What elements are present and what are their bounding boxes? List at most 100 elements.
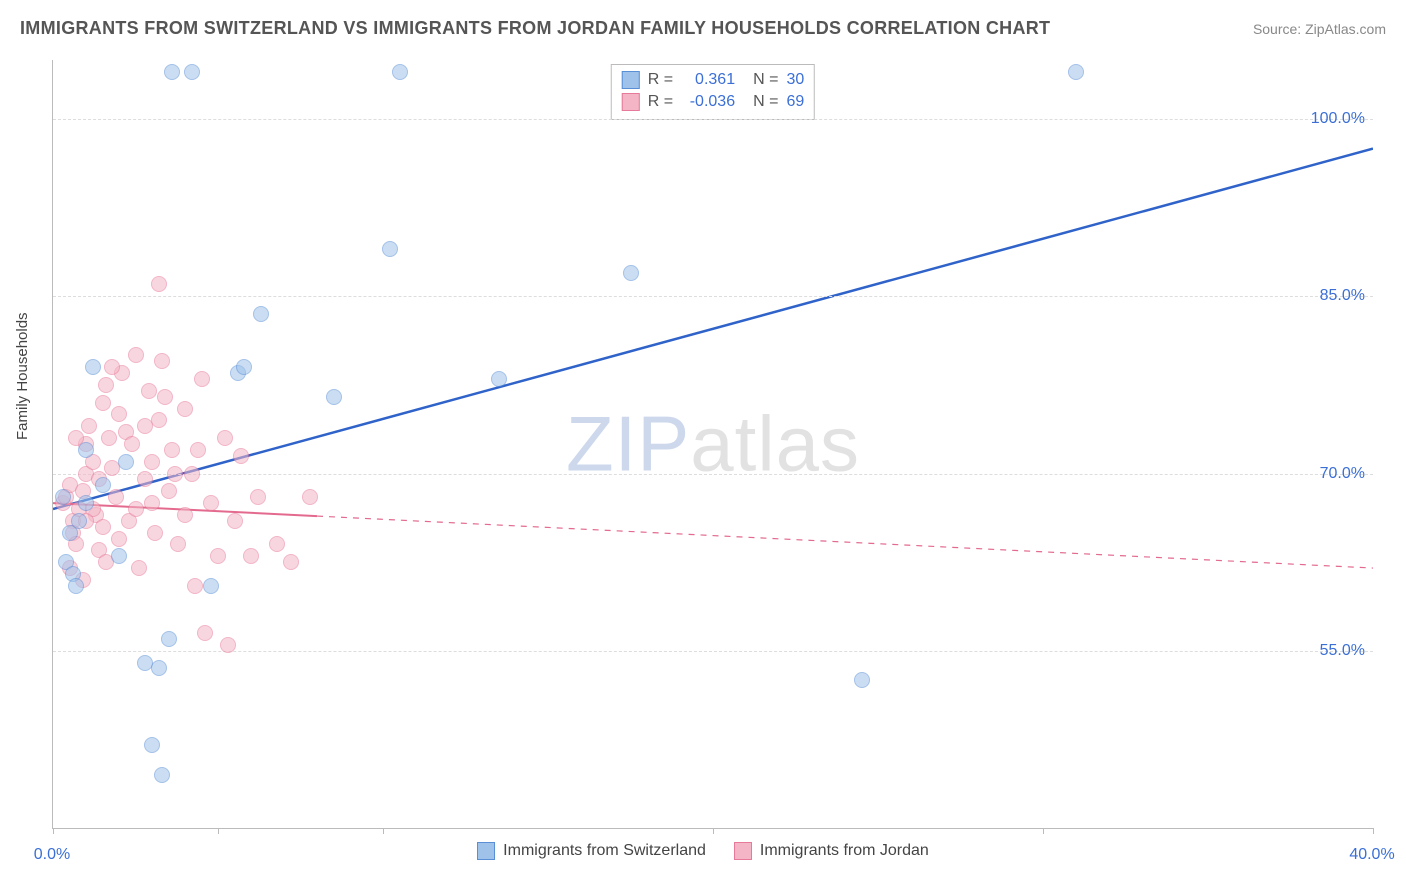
scatter-point-jordan [128,347,144,363]
scatter-point-jordan [124,436,140,452]
scatter-point-jordan [243,548,259,564]
scatter-point-jordan [147,525,163,541]
legend-swatch [734,842,752,860]
scatter-point-jordan [220,637,236,653]
scatter-point-jordan [170,536,186,552]
chart-plot-area: ZIPatlas R =0.361N =30R =-0.036N =69 55.… [52,60,1373,829]
scatter-point-switzerland [491,371,507,387]
legend-swatch [622,93,640,111]
scatter-point-jordan [190,442,206,458]
legend-n-value: 30 [786,69,804,91]
scatter-point-jordan [144,454,160,470]
scatter-point-jordan [187,578,203,594]
scatter-point-switzerland [95,477,111,493]
scatter-point-jordan [203,495,219,511]
correlation-legend: R =0.361N =30R =-0.036N =69 [611,64,815,120]
series-legend-label: Immigrants from Jordan [760,842,929,860]
scatter-point-jordan [302,489,318,505]
trend-line-jordan-dashed [317,516,1373,568]
x-tick [383,828,384,834]
scatter-point-switzerland [55,489,71,505]
scatter-point-switzerland [68,578,84,594]
legend-n-label: N = [753,69,778,91]
scatter-point-jordan [157,389,173,405]
scatter-point-switzerland [854,672,870,688]
source-label: Source: ZipAtlas.com [1253,21,1386,37]
scatter-point-jordan [81,418,97,434]
scatter-point-jordan [217,430,233,446]
legend-swatch [477,842,495,860]
series-legend: Immigrants from Switzerland Immigrants fr… [0,842,1406,860]
trend-line-switzerland [53,149,1373,509]
scatter-point-switzerland [236,359,252,375]
scatter-point-jordan [167,466,183,482]
y-tick-label: 100.0% [1311,110,1365,128]
gridline [53,119,1373,120]
scatter-point-switzerland [161,631,177,647]
scatter-point-jordan [227,513,243,529]
scatter-point-jordan [177,507,193,523]
scatter-point-jordan [194,371,210,387]
scatter-point-switzerland [85,359,101,375]
legend-swatch [622,71,640,89]
scatter-point-jordan [154,353,170,369]
chart-title: IMMIGRANTS FROM SWITZERLAND VS IMMIGRANT… [20,18,1050,39]
x-tick [218,828,219,834]
scatter-point-switzerland [111,548,127,564]
scatter-point-jordan [233,448,249,464]
y-tick-label: 70.0% [1320,465,1365,483]
scatter-point-switzerland [164,64,180,80]
y-tick-label: 55.0% [1320,642,1365,660]
scatter-point-switzerland [78,442,94,458]
series-legend-label: Immigrants from Switzerland [503,842,706,860]
gridline [53,474,1373,475]
scatter-point-jordan [108,489,124,505]
scatter-point-jordan [283,554,299,570]
scatter-point-jordan [210,548,226,564]
scatter-point-jordan [104,359,120,375]
gridline [53,651,1373,652]
legend-row: R =0.361N =30 [622,69,804,91]
x-tick [53,828,54,834]
y-tick-label: 85.0% [1320,287,1365,305]
scatter-point-switzerland [71,513,87,529]
x-tick [1043,828,1044,834]
scatter-point-jordan [269,536,285,552]
scatter-point-switzerland [78,495,94,511]
y-axis-label: Family Households [14,312,31,440]
series-legend-item: Immigrants from Jordan [734,842,929,860]
scatter-point-jordan [161,483,177,499]
scatter-point-switzerland [118,454,134,470]
watermark: ZIPatlas [566,399,860,490]
series-legend-item: Immigrants from Switzerland [477,842,706,860]
x-tick [713,828,714,834]
x-tick [1373,828,1374,834]
scatter-point-jordan [151,276,167,292]
scatter-point-jordan [111,406,127,422]
scatter-point-switzerland [623,265,639,281]
legend-r-label: R = [648,69,673,91]
scatter-point-switzerland [382,241,398,257]
scatter-point-switzerland [392,64,408,80]
scatter-point-jordan [250,489,266,505]
legend-row: R =-0.036N =69 [622,91,804,113]
title-bar: IMMIGRANTS FROM SWITZERLAND VS IMMIGRANT… [20,18,1386,39]
scatter-point-switzerland [253,306,269,322]
scatter-point-jordan [128,501,144,517]
scatter-point-switzerland [1068,64,1084,80]
gridline [53,296,1373,297]
scatter-point-jordan [111,531,127,547]
legend-r-label: R = [648,91,673,113]
scatter-point-jordan [131,560,147,576]
scatter-point-switzerland [151,660,167,676]
trend-lines-svg [53,60,1373,828]
legend-n-value: 69 [786,91,804,113]
x-tick-label: 0.0% [34,846,70,864]
scatter-point-jordan [98,377,114,393]
scatter-point-jordan [137,418,153,434]
scatter-point-jordan [137,471,153,487]
scatter-point-jordan [197,625,213,641]
scatter-point-jordan [144,495,160,511]
scatter-point-jordan [184,466,200,482]
scatter-point-switzerland [144,737,160,753]
